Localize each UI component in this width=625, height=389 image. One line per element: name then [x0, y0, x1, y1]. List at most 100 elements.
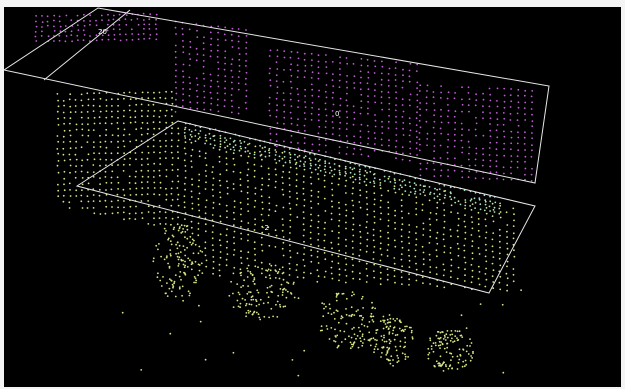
point — [444, 336, 446, 338]
point — [239, 306, 242, 309]
point — [353, 333, 356, 336]
point — [325, 66, 328, 68]
point — [357, 346, 360, 349]
point — [381, 126, 383, 128]
point — [182, 81, 185, 84]
point — [407, 212, 410, 215]
point — [416, 106, 419, 108]
point — [447, 175, 449, 178]
point — [53, 25, 55, 28]
point — [359, 230, 362, 233]
point — [275, 151, 278, 153]
point — [219, 215, 222, 218]
point — [386, 274, 389, 276]
point — [153, 212, 156, 214]
point — [359, 88, 362, 91]
point — [443, 184, 446, 187]
point — [233, 218, 236, 221]
point — [470, 198, 473, 201]
point — [410, 326, 412, 329]
point-cloud-scene[interactable]: 20 0 -2 — [4, 7, 621, 387]
point — [158, 217, 161, 220]
point — [155, 244, 158, 247]
point — [198, 173, 201, 176]
point — [434, 187, 436, 190]
point — [517, 149, 520, 152]
point — [177, 193, 180, 196]
point — [261, 177, 264, 180]
point — [381, 132, 384, 135]
point — [359, 82, 362, 84]
point — [274, 149, 277, 151]
point — [69, 122, 71, 125]
point — [168, 278, 171, 280]
point — [62, 111, 65, 114]
point — [269, 132, 272, 135]
point — [394, 334, 397, 337]
point — [230, 33, 233, 36]
point — [374, 125, 377, 128]
point — [160, 285, 163, 287]
point — [506, 260, 509, 263]
point — [283, 122, 285, 125]
point — [325, 114, 328, 117]
point — [369, 338, 371, 341]
point — [240, 250, 242, 253]
point — [275, 133, 278, 136]
point — [247, 143, 249, 146]
point — [359, 130, 362, 133]
point — [393, 185, 396, 188]
point — [190, 154, 193, 157]
point — [408, 159, 411, 162]
point — [158, 91, 161, 94]
point — [482, 153, 484, 156]
point — [247, 228, 250, 230]
point — [398, 188, 401, 191]
point — [275, 145, 278, 148]
point — [329, 166, 332, 169]
point — [226, 240, 229, 243]
point — [76, 14, 79, 17]
point — [449, 276, 452, 279]
point — [339, 330, 342, 332]
point — [349, 166, 352, 169]
point — [81, 159, 84, 162]
point — [359, 142, 362, 144]
point — [450, 330, 453, 332]
point — [174, 111, 177, 113]
point — [509, 94, 512, 96]
point — [491, 215, 494, 218]
point — [408, 254, 410, 257]
point — [159, 181, 162, 184]
point — [402, 68, 404, 71]
point — [165, 90, 168, 93]
point — [281, 151, 284, 154]
point — [297, 106, 299, 108]
point — [224, 80, 227, 83]
point — [141, 151, 144, 154]
point — [461, 151, 463, 154]
point — [112, 28, 115, 31]
point — [388, 347, 391, 350]
point — [199, 250, 202, 252]
point — [204, 157, 207, 160]
point — [289, 207, 292, 210]
point — [303, 165, 306, 168]
point — [253, 278, 256, 281]
point — [331, 110, 334, 112]
3d-viewport[interactable]: 20 0 -2 — [4, 7, 621, 387]
point — [172, 286, 174, 289]
point — [401, 223, 404, 226]
point — [75, 165, 77, 168]
point — [429, 271, 431, 274]
point — [170, 90, 173, 93]
point — [359, 148, 362, 151]
point — [282, 288, 285, 291]
point — [274, 229, 277, 232]
point — [401, 217, 404, 219]
point — [202, 72, 205, 75]
point — [494, 201, 497, 204]
point — [419, 126, 422, 129]
point — [168, 265, 171, 268]
point — [419, 108, 421, 111]
